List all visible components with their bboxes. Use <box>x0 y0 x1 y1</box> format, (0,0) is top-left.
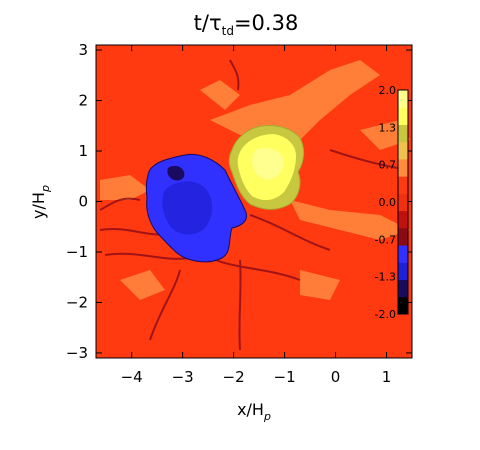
colorbar-tick-label: 1.3 <box>379 121 397 134</box>
colorbar-tick-label: -0.7 <box>375 233 396 246</box>
x-tick-label: −2 <box>223 368 245 386</box>
orange-filaments <box>100 60 410 300</box>
x-tick-label: 0 <box>331 368 341 386</box>
x-tick-label: −3 <box>172 368 194 386</box>
x-tick-label: 1 <box>382 368 392 386</box>
chart-title: t/τtd=0.38 <box>194 11 299 38</box>
colorbar-band <box>398 193 408 212</box>
colorbar-band <box>398 227 408 246</box>
y-tick-label: 2 <box>78 92 88 110</box>
y-axis: −3 −2 −1 0 1 2 3 <box>66 41 412 362</box>
colorbar-frame <box>397 89 409 315</box>
heatmap-field <box>96 45 412 358</box>
colorbar-tick-label: 2.0 <box>379 84 397 97</box>
colorbar-band <box>398 245 408 263</box>
colorbar-band <box>398 107 408 125</box>
colorbar-band <box>398 262 408 281</box>
y-tick-label: 1 <box>78 142 88 160</box>
colorbar-tick-label: -2.0 <box>375 308 396 321</box>
colorbar-band <box>398 90 408 108</box>
colorbar-band <box>398 210 408 229</box>
colorbar-tick-label: -1.3 <box>375 271 396 284</box>
y-tick-label: −1 <box>66 243 88 261</box>
negative-lobe-core <box>162 181 213 235</box>
x-tick-label: −1 <box>274 368 296 386</box>
positive-lobe-core <box>252 148 284 180</box>
y-tick-label: 3 <box>78 41 88 59</box>
colorbar-band <box>398 141 408 160</box>
y-tick-label: −3 <box>66 344 88 362</box>
colorbar: 2.0 1.3 0.7 0.0 -0.7 -1.3 -2.0 <box>375 84 409 321</box>
y-tick-label: 0 <box>78 193 88 211</box>
y-axis-label: y/Hp <box>29 185 52 219</box>
colorbar-band <box>398 176 408 194</box>
colorbar-band <box>398 296 408 315</box>
colorbar-tick-label: 0.0 <box>379 196 397 209</box>
colorbar-band <box>398 124 408 143</box>
x-tick-label: −4 <box>121 368 143 386</box>
colorbar-band <box>398 158 408 177</box>
y-tick-label: −2 <box>66 293 88 311</box>
negative-lobe-dark-spot <box>167 165 185 181</box>
x-axis-label: x/Hp <box>237 400 271 423</box>
x-axis: −4 −3 −2 −1 0 1 <box>121 45 392 386</box>
colorbar-band <box>398 279 408 298</box>
colorbar-tick-label: 0.7 <box>379 159 397 172</box>
